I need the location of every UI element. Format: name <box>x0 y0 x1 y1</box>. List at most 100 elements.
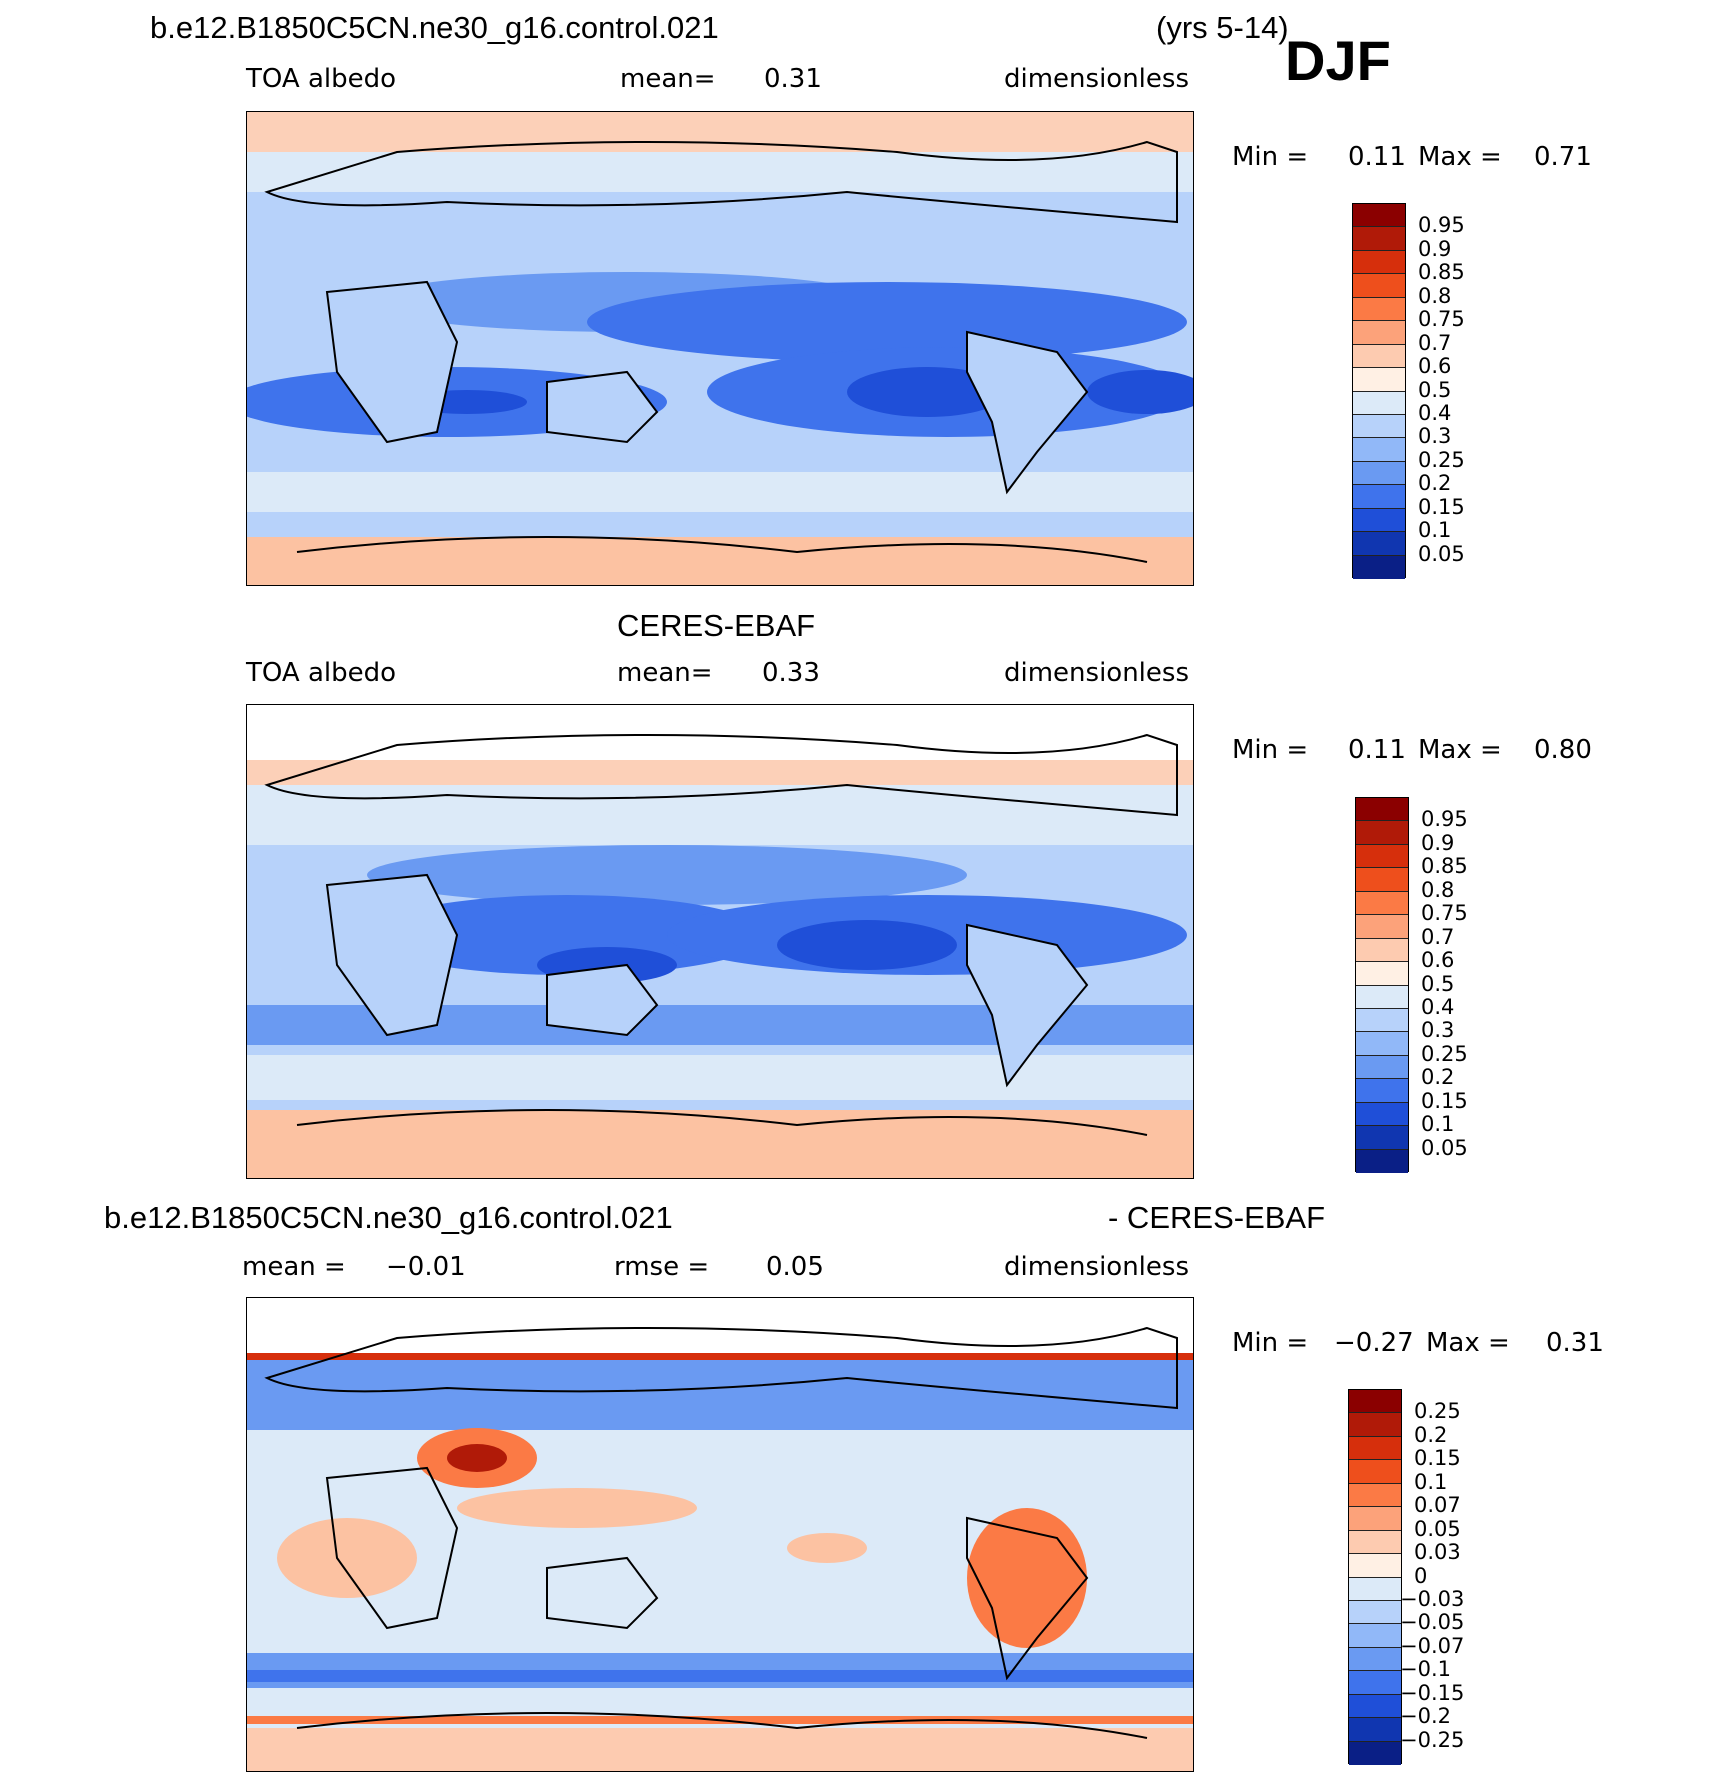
colorbar-swatch <box>1353 204 1405 228</box>
colorbar-tick-label: −0.03 <box>1400 1586 1465 1611</box>
colorbar-swatch <box>1356 1055 1408 1080</box>
colorbar-swatch <box>1356 891 1408 916</box>
panel2-units: dimensionless <box>1004 658 1189 688</box>
colorbar-swatch <box>1349 1436 1401 1461</box>
colorbar-swatch <box>1356 1079 1408 1103</box>
colorbar-tick-label: 0.05 <box>1418 541 1465 566</box>
panel1-map <box>246 111 1194 586</box>
colorbar-swatch <box>1349 1647 1401 1672</box>
colorbar-tick-label: 0.05 <box>1414 1516 1461 1541</box>
colorbar-tick-label: 0.2 <box>1418 471 1452 496</box>
colorbar-tick-label: 0.5 <box>1418 377 1452 402</box>
colorbar-swatch <box>1349 1694 1401 1719</box>
panel2-title: CERES-EBAF <box>617 608 816 643</box>
panel2-min-label: Min = <box>1232 735 1309 765</box>
colorbar-swatch <box>1356 1008 1408 1033</box>
colorbar-tick-label: −0.25 <box>1400 1727 1465 1752</box>
colorbar-swatch <box>1356 1149 1408 1173</box>
colorbar-swatch <box>1356 938 1408 963</box>
colorbar-tick-label: 0.4 <box>1421 994 1455 1019</box>
colorbar-tick-label: 0.15 <box>1414 1446 1461 1471</box>
colorbar-swatch <box>1349 1624 1401 1648</box>
panel3-mean-value: −0.01 <box>386 1252 466 1282</box>
panel3-max-label: Max = <box>1426 1328 1510 1358</box>
colorbar-tick-label: 0.03 <box>1414 1540 1461 1565</box>
colorbar-tick-label: 0.1 <box>1414 1469 1448 1494</box>
years-label: (yrs 5-14) <box>1156 10 1289 45</box>
colorbar-swatch <box>1353 438 1405 462</box>
colorbar-tick-label: 0.1 <box>1421 1112 1455 1137</box>
colorbar-tick-label: 0.85 <box>1421 854 1468 879</box>
colorbar-tick-label: 0.9 <box>1421 830 1455 855</box>
panel3-title-right: - CERES-EBAF <box>1108 1200 1326 1235</box>
colorbar-swatch <box>1356 985 1408 1009</box>
colorbar-swatch <box>1349 1460 1401 1484</box>
panel2-variable: TOA albedo <box>246 658 397 688</box>
panel1-min-label: Min = <box>1232 142 1309 172</box>
colorbar-tick-label: 0.75 <box>1418 307 1465 332</box>
panel1-units: dimensionless <box>1004 64 1189 94</box>
case-title: b.e12.B1850C5CN.ne30_g16.control.021 <box>150 10 719 45</box>
panel3-max-value: 0.31 <box>1546 1328 1604 1358</box>
panel3-title-left: b.e12.B1850C5CN.ne30_g16.control.021 <box>104 1200 673 1235</box>
panel1-variable: TOA albedo <box>246 64 397 94</box>
colorbar-swatch <box>1349 1530 1401 1555</box>
colorbar-tick-label: 0.85 <box>1418 260 1465 285</box>
panel2-min-value: 0.11 <box>1348 735 1406 765</box>
colorbar-swatch <box>1356 798 1408 822</box>
colorbar-swatch <box>1349 1671 1401 1695</box>
colorbar-swatch <box>1349 1413 1401 1437</box>
colorbar-tick-label: 0.3 <box>1418 424 1452 449</box>
colorbar-tick-label: 0.75 <box>1421 901 1468 926</box>
panel1-min-value: 0.11 <box>1348 142 1406 172</box>
panel1-map-field <box>247 112 1193 585</box>
colorbar-tick-label: 0.05 <box>1421 1135 1468 1160</box>
colorbar-tick-label: 0.25 <box>1421 1041 1468 1066</box>
colorbar-swatch <box>1356 962 1408 986</box>
colorbar-tick-label: 0.07 <box>1414 1493 1461 1518</box>
panel2-max-value: 0.80 <box>1534 735 1592 765</box>
colorbar-tick-label: 0.2 <box>1414 1422 1448 1447</box>
panel2-mean-value: 0.33 <box>762 658 820 688</box>
colorbar-tick-label: 0.25 <box>1418 447 1465 472</box>
colorbar-tick-label: 0.2 <box>1421 1065 1455 1090</box>
colorbar-swatch <box>1349 1554 1401 1578</box>
colorbar-swatch <box>1356 1102 1408 1127</box>
colorbar-swatch <box>1353 227 1405 251</box>
colorbar-swatch <box>1356 1126 1408 1150</box>
colorbar-tick-label: −0.15 <box>1400 1680 1465 1705</box>
colorbar-swatch <box>1356 915 1408 939</box>
colorbar-swatch <box>1356 844 1408 869</box>
colorbar-swatch <box>1353 297 1405 322</box>
colorbar-tick-label: 0.5 <box>1421 971 1455 996</box>
panel2-mean-label: mean= <box>617 658 713 688</box>
colorbar-swatch <box>1356 868 1408 892</box>
panel3-units: dimensionless <box>1004 1252 1189 1282</box>
colorbar-tick-label: 0.15 <box>1421 1088 1468 1113</box>
colorbar-tick-label: 0.95 <box>1421 807 1468 832</box>
panel2-colorbar <box>1355 797 1409 1173</box>
colorbar-swatch <box>1353 274 1405 298</box>
colorbar-swatch <box>1349 1390 1401 1414</box>
panel3-rmse-value: 0.05 <box>766 1252 824 1282</box>
colorbar-tick-label: 0 <box>1414 1563 1428 1588</box>
colorbar-swatch <box>1353 414 1405 439</box>
panel3-map <box>246 1297 1194 1772</box>
colorbar-tick-label: 0.8 <box>1421 877 1455 902</box>
colorbar-swatch <box>1349 1483 1401 1508</box>
panel3-rmse-label: rmse = <box>614 1252 710 1282</box>
colorbar-swatch <box>1353 532 1405 556</box>
colorbar-swatch <box>1353 321 1405 345</box>
panel1-mean-value: 0.31 <box>764 64 822 94</box>
colorbar-tick-label: −0.1 <box>1400 1657 1451 1682</box>
colorbar-swatch <box>1353 485 1405 509</box>
panel3-mean-label: mean = <box>242 1252 346 1282</box>
colorbar-tick-label: 0.1 <box>1418 518 1452 543</box>
colorbar-tick-label: 0.25 <box>1414 1399 1461 1424</box>
panel3-min-value: −0.27 <box>1334 1328 1414 1358</box>
colorbar-swatch <box>1353 368 1405 392</box>
colorbar-tick-label: 0.3 <box>1421 1018 1455 1043</box>
colorbar-tick-label: 0.7 <box>1421 924 1455 949</box>
panel3-colorbar <box>1348 1389 1402 1765</box>
colorbar-tick-label: 0.6 <box>1421 948 1455 973</box>
